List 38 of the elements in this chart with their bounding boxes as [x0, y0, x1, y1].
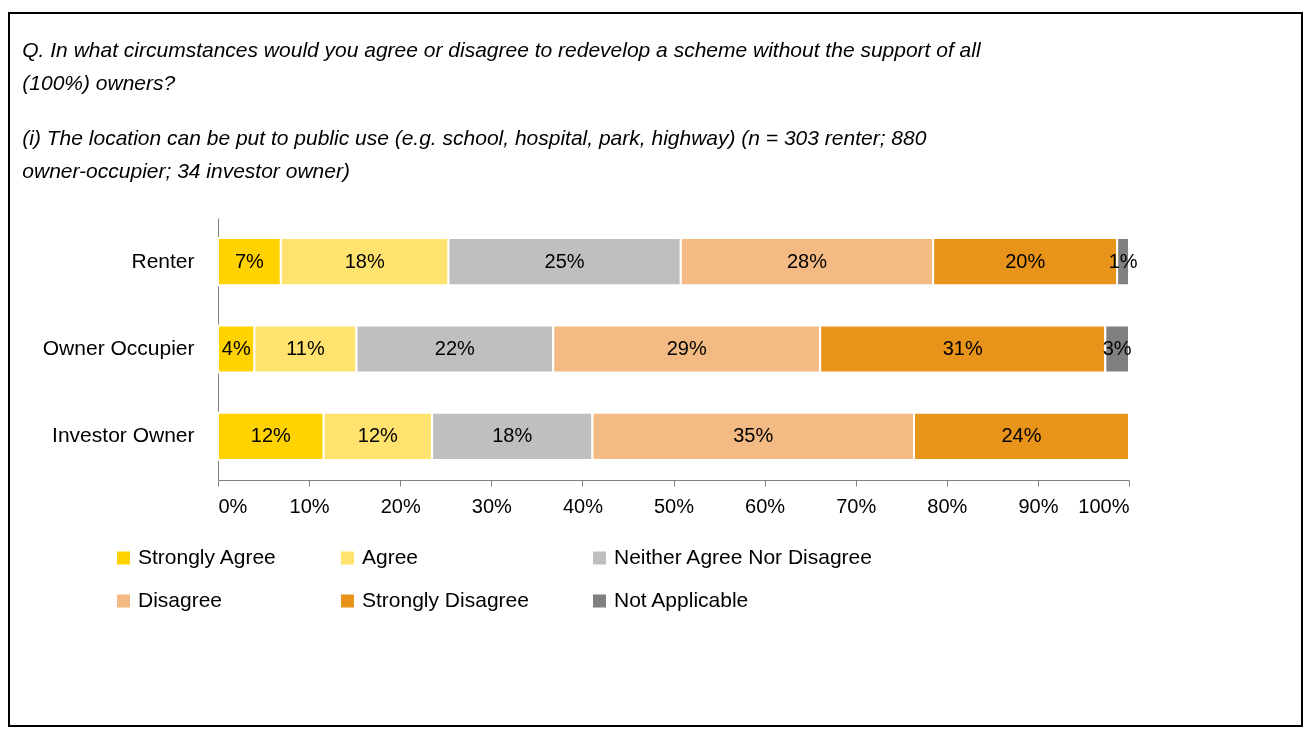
data-label: 7%	[234, 249, 265, 272]
x-tick-label: 20%	[380, 494, 421, 517]
legend-label: Strongly Agree	[138, 545, 276, 568]
x-tick-label: 40%	[562, 494, 604, 517]
legend-label: Not Applicable	[614, 588, 749, 611]
y-tick-label: Renter	[131, 248, 195, 272]
data-label: 29%	[666, 337, 707, 359]
x-tick-label: 70%	[836, 494, 877, 517]
legend-label: Disagree	[138, 588, 223, 611]
data-label: 1%	[1108, 249, 1138, 272]
x-tick-label: 60%	[745, 494, 786, 517]
data-label: 4%	[221, 337, 251, 359]
legend-label: Strongly Disagree	[362, 588, 529, 611]
data-label: 31%	[942, 337, 983, 359]
chart-subtitle: (i) The location can be put to public use (e.g. school, hospital, park, highway) (n = 303 renter; 880 owner-occupier; 34 investor owner)	[22, 126, 927, 182]
data-label: 12%	[250, 424, 292, 447]
x-tick-label: 90%	[1018, 494, 1059, 517]
data-label: 24%	[1001, 424, 1042, 447]
x-tick-label: 100%	[1078, 494, 1130, 517]
x-tick-label: 50%	[653, 494, 695, 517]
data-label: 20%	[1005, 249, 1046, 272]
data-label: 28%	[786, 249, 828, 272]
data-label: 22%	[434, 337, 476, 359]
data-label: 12%	[357, 424, 399, 447]
data-label: 35%	[733, 424, 774, 447]
data-label: 11%	[286, 337, 325, 359]
legend-label: Agree	[362, 545, 419, 568]
chart-title: Q. In what circumstances would you agree or disagree to redevelop a scheme without the support of all (100%) owners?	[22, 38, 982, 94]
x-tick-label: 0%	[218, 494, 248, 517]
x-tick-label: 30%	[471, 494, 513, 517]
x-tick-label: 80%	[927, 494, 968, 517]
y-tick-label: Owner Occupier	[42, 336, 195, 359]
legend-label: Neither Agree Nor Disagree	[614, 545, 872, 568]
y-tick-label: Investor Owner	[52, 423, 195, 447]
data-label: 18%	[492, 424, 533, 447]
data-label: 25%	[544, 249, 585, 272]
data-label: 18%	[344, 249, 385, 272]
x-tick-label: 10%	[289, 494, 330, 517]
